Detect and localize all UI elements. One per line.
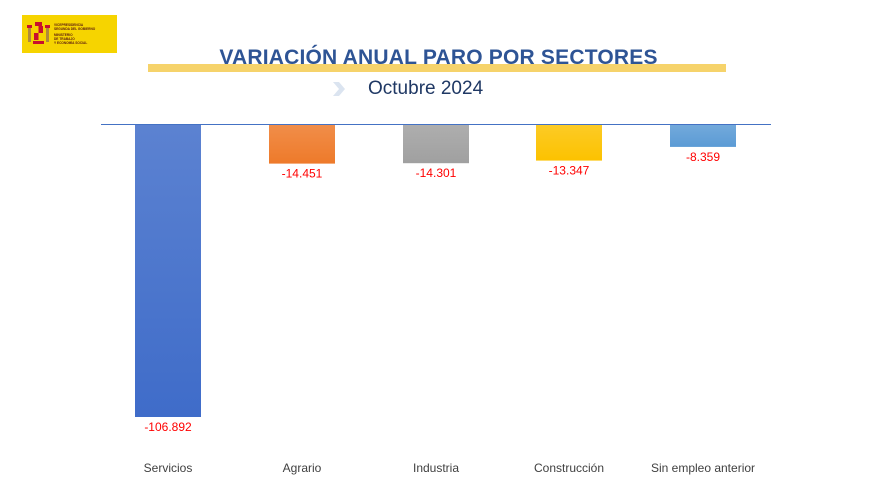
logo-line: VICEPRESIDENCIA bbox=[54, 23, 84, 27]
logo-line: DE TRABAJO bbox=[54, 37, 75, 41]
chart-subtitle: Octubre 2024 bbox=[368, 78, 484, 99]
data-label: -106.892 bbox=[144, 420, 192, 434]
bar-construcción bbox=[536, 124, 602, 161]
bar-servicios bbox=[135, 124, 201, 417]
logo-line: Y ECONOMÍA SOCIAL bbox=[54, 41, 88, 45]
category-label: Industria bbox=[413, 461, 459, 475]
bar-agrario bbox=[269, 124, 335, 164]
logo-text: VICEPRESIDENCIA SEGUNDA DEL GOBIERNO MIN… bbox=[54, 23, 95, 45]
chart-title: VARIACIÓN ANUAL PARO POR SECTORES bbox=[219, 46, 658, 69]
category-label: Sin empleo anterior bbox=[651, 461, 755, 475]
chevron-right-icon bbox=[333, 82, 345, 96]
category-label: Agrario bbox=[283, 461, 322, 475]
government-logo: VICEPRESIDENCIA SEGUNDA DEL GOBIERNO MIN… bbox=[22, 15, 117, 53]
coat-of-arms-icon bbox=[27, 22, 50, 44]
logo-line: MINISTERIO bbox=[54, 33, 73, 37]
bar-industria bbox=[403, 124, 469, 164]
title-accent-bar bbox=[148, 64, 726, 72]
data-label: -14.451 bbox=[282, 167, 323, 181]
category-label: Construcción bbox=[534, 461, 604, 475]
category-label: Servicios bbox=[144, 461, 193, 475]
bar-sin-empleo-anterior bbox=[670, 124, 736, 147]
logo-line: SEGUNDA DEL GOBIERNO bbox=[54, 27, 96, 31]
data-label: -8.359 bbox=[686, 150, 720, 164]
data-label: -13.347 bbox=[549, 164, 590, 178]
subtitle-row: Octubre 2024 bbox=[330, 78, 483, 100]
data-label: -14.301 bbox=[416, 166, 457, 180]
